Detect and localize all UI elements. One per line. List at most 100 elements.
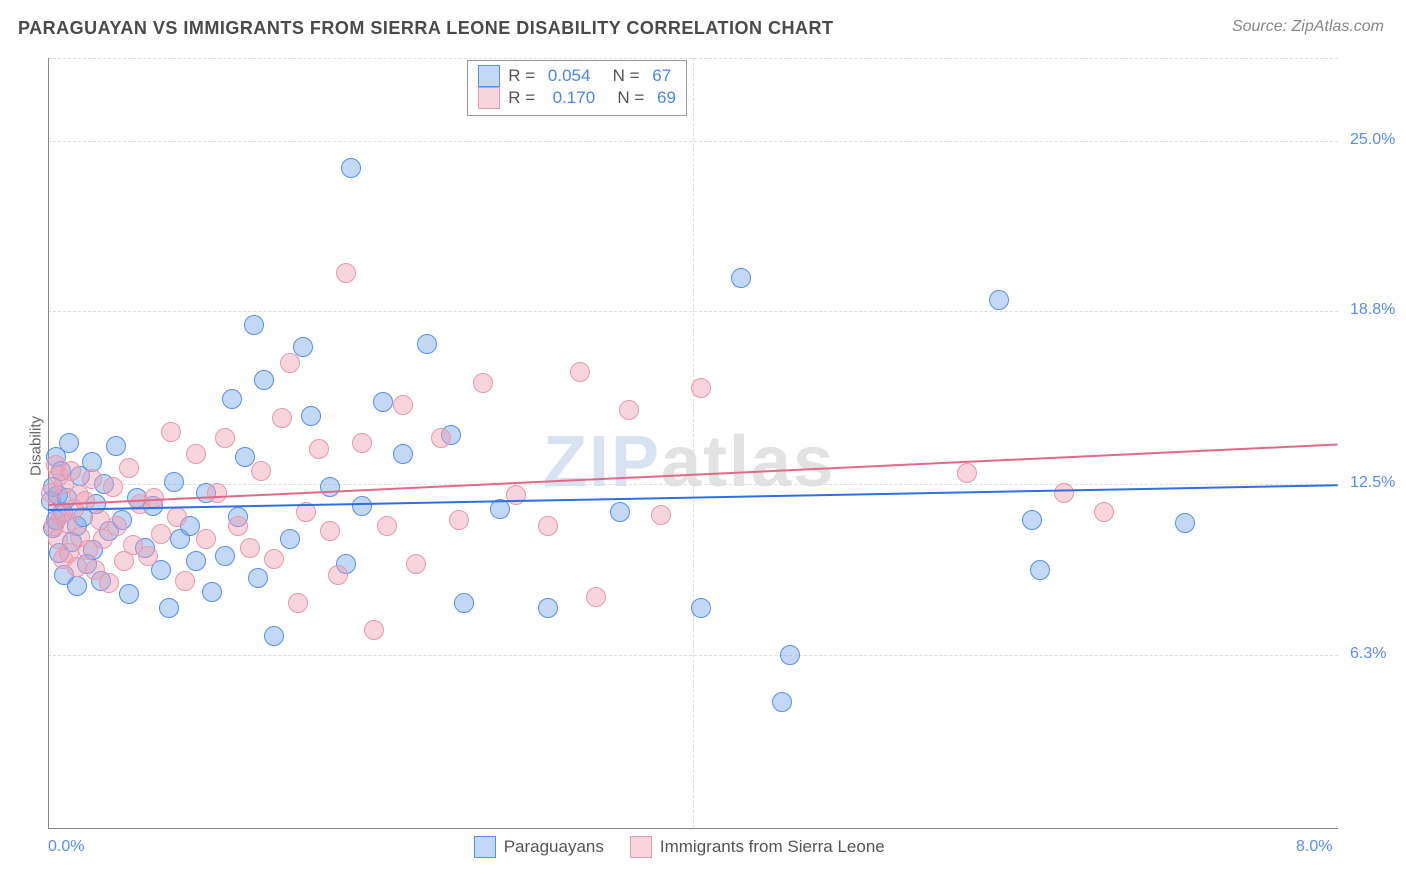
point-paraguayans <box>202 582 222 602</box>
legend-item: Immigrants from Sierra Leone <box>630 836 885 858</box>
point-paraguayans <box>691 598 711 618</box>
point-paraguayans <box>1030 560 1050 580</box>
point-paraguayans <box>1175 513 1195 533</box>
point-sierra_leone <box>364 620 384 640</box>
point-paraguayans <box>610 502 630 522</box>
point-paraguayans <box>264 626 284 646</box>
point-paraguayans <box>119 584 139 604</box>
point-sierra_leone <box>196 529 216 549</box>
legend-swatch <box>478 87 500 109</box>
point-sierra_leone <box>336 263 356 283</box>
point-sierra_leone <box>538 516 558 536</box>
point-sierra_leone <box>240 538 260 558</box>
point-sierra_leone <box>99 573 119 593</box>
point-sierra_leone <box>352 433 372 453</box>
point-sierra_leone <box>175 571 195 591</box>
point-paraguayans <box>222 389 242 409</box>
gridline-v <box>693 58 694 828</box>
point-sierra_leone <box>107 516 127 536</box>
point-sierra_leone <box>570 362 590 382</box>
point-sierra_leone <box>328 565 348 585</box>
point-paraguayans <box>341 158 361 178</box>
point-paraguayans <box>248 568 268 588</box>
n-label: N = <box>603 88 649 108</box>
legend-label: Paraguayans <box>504 837 604 857</box>
correlation-row: R = 0.054 N = 67 <box>478 65 676 87</box>
watermark-atlas: atlas <box>661 422 835 502</box>
point-sierra_leone <box>406 554 426 574</box>
x-tick-label: 0.0% <box>48 838 84 856</box>
plot-area: ZIPatlas 6.3%12.5%18.8%25.0%0.0%8.0% <box>48 58 1338 828</box>
legend-swatch <box>630 836 652 858</box>
point-sierra_leone <box>506 485 526 505</box>
point-paraguayans <box>301 406 321 426</box>
point-sierra_leone <box>1094 502 1114 522</box>
source-label: Source: ZipAtlas.com <box>1232 18 1384 36</box>
x-tick-label: 8.0% <box>1296 838 1332 856</box>
point-sierra_leone <box>280 353 300 373</box>
point-sierra_leone <box>61 461 81 481</box>
point-sierra_leone <box>186 444 206 464</box>
point-sierra_leone <box>288 593 308 613</box>
point-paraguayans <box>244 315 264 335</box>
point-paraguayans <box>373 392 393 412</box>
point-paraguayans <box>164 472 184 492</box>
point-paraguayans <box>538 598 558 618</box>
watermark: ZIPatlas <box>543 421 835 503</box>
point-paraguayans <box>59 433 79 453</box>
point-paraguayans <box>254 370 274 390</box>
point-paraguayans <box>352 496 372 516</box>
n-label: N = <box>598 66 644 86</box>
point-sierra_leone <box>161 422 181 442</box>
point-sierra_leone <box>138 546 158 566</box>
r-value: 0.054 <box>548 66 591 86</box>
chart-title: PARAGUAYAN VS IMMIGRANTS FROM SIERRA LEO… <box>18 18 834 39</box>
point-paraguayans <box>67 576 87 596</box>
point-sierra_leone <box>691 378 711 398</box>
r-label: R = <box>508 66 540 86</box>
point-sierra_leone <box>619 400 639 420</box>
correlation-row: R = 0.170 N = 69 <box>478 87 676 109</box>
point-sierra_leone <box>377 516 397 536</box>
n-value: 69 <box>657 88 676 108</box>
point-paraguayans <box>280 529 300 549</box>
point-paraguayans <box>186 551 206 571</box>
point-sierra_leone <box>449 510 469 530</box>
r-value: 0.170 <box>548 88 595 108</box>
point-sierra_leone <box>309 439 329 459</box>
point-paraguayans <box>772 692 792 712</box>
n-value: 67 <box>652 66 671 86</box>
point-sierra_leone <box>82 469 102 489</box>
point-sierra_leone <box>228 516 248 536</box>
legend-label: Immigrants from Sierra Leone <box>660 837 885 857</box>
legend-swatch <box>478 65 500 87</box>
point-sierra_leone <box>264 549 284 569</box>
legend-swatch <box>474 836 496 858</box>
legend-item: Paraguayans <box>474 836 604 858</box>
point-sierra_leone <box>393 395 413 415</box>
point-sierra_leone <box>251 461 271 481</box>
point-sierra_leone <box>272 408 292 428</box>
point-paraguayans <box>320 477 340 497</box>
y-axis <box>48 58 49 828</box>
correlation-legend: R = 0.054 N = 67R = 0.170 N = 69 <box>467 60 687 116</box>
point-paraguayans <box>215 546 235 566</box>
point-sierra_leone <box>167 507 187 527</box>
point-sierra_leone <box>473 373 493 393</box>
y-axis-label: Disability <box>28 416 45 476</box>
x-axis <box>48 828 1338 829</box>
y-tick-label: 6.3% <box>1350 645 1386 663</box>
point-sierra_leone <box>1054 483 1074 503</box>
point-paraguayans <box>293 337 313 357</box>
point-sierra_leone <box>957 463 977 483</box>
point-paraguayans <box>731 268 751 288</box>
point-sierra_leone <box>586 587 606 607</box>
point-paraguayans <box>393 444 413 464</box>
point-paraguayans <box>159 598 179 618</box>
point-sierra_leone <box>207 483 227 503</box>
point-sierra_leone <box>119 458 139 478</box>
point-paraguayans <box>417 334 437 354</box>
point-paraguayans <box>454 593 474 613</box>
y-tick-label: 25.0% <box>1350 131 1395 149</box>
point-paraguayans <box>780 645 800 665</box>
